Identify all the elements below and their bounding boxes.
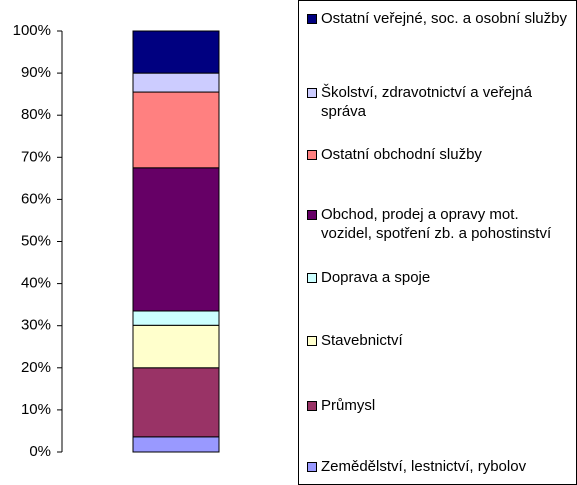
- legend-marker: [307, 401, 317, 411]
- legend-label: Obchod, prodej a opravy mot. vozidel, sp…: [321, 206, 552, 242]
- y-tick-label: 50%: [21, 232, 51, 249]
- y-tick-label: 60%: [21, 190, 51, 207]
- y-tick-label: 0%: [29, 443, 51, 460]
- legend-marker: [307, 14, 317, 24]
- y-tick-label: 100%: [13, 22, 51, 39]
- legend-marker: [307, 88, 317, 98]
- legend-marker: [307, 210, 317, 220]
- legend-marker: [307, 150, 317, 160]
- bar-segment: [132, 91, 220, 169]
- bar-segment: [132, 310, 220, 326]
- y-tick-label: 80%: [21, 106, 51, 123]
- bar-segment: [132, 367, 220, 438]
- bar-segment: [132, 436, 220, 453]
- legend-label: Doprava a spoje: [321, 269, 431, 286]
- legend-label: Stavebnictví: [321, 332, 403, 349]
- legend-label: Zemědělství, lestnictví, rybolov: [321, 458, 527, 475]
- legend-label: Průmysl: [321, 397, 376, 414]
- plot: 0% 10% 20% 30% 40% 50% 60% 70% 80% 90% 100%: [13, 22, 220, 460]
- bar-segment: [132, 324, 220, 369]
- bar-segment: [132, 72, 220, 93]
- legend-marker: [307, 273, 317, 283]
- y-tick-label: 30%: [21, 317, 51, 334]
- bar-segment: [132, 30, 220, 74]
- y-tick-label: 20%: [21, 359, 51, 376]
- bar-segment: [132, 167, 220, 312]
- legend-marker: [307, 462, 317, 472]
- legend-marker: [307, 336, 317, 346]
- y-tick-label: 40%: [21, 275, 51, 292]
- legend-label: Školství, zdravotnictví a veřejná správa: [321, 84, 532, 120]
- y-tick-label: 70%: [21, 148, 51, 165]
- y-tick-label: 90%: [21, 64, 51, 81]
- legend-label: Ostatní veřejné, soc. a osobní služby: [321, 10, 567, 27]
- legend: Ostatní veřejné, soc. a osobní služby Ško…: [298, 0, 577, 485]
- legend-label: Ostatní obchodní služby: [321, 146, 482, 163]
- y-tick-label: 10%: [21, 401, 51, 418]
